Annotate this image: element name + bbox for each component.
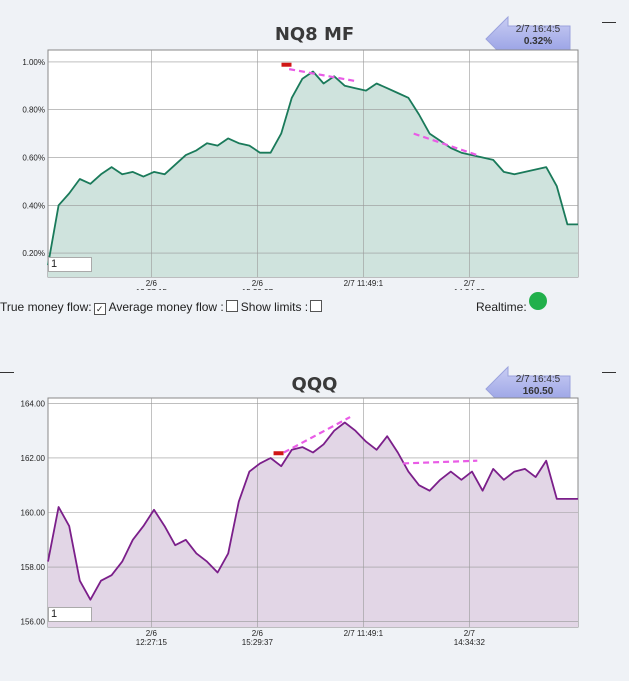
- trendline: [403, 459, 478, 465]
- y-tick-label: 0.40%: [22, 201, 45, 210]
- x-tick-label: 2/7: [464, 279, 476, 288]
- y-tick-label: 1.00%: [22, 58, 45, 67]
- trendline: [283, 416, 351, 454]
- badge-value: 160.50: [522, 386, 554, 397]
- average-money-flow-label: Average money flow :: [108, 300, 224, 314]
- x-tick-label: 2/6: [252, 629, 264, 638]
- signal-marker: [273, 451, 284, 456]
- true-money-flow-label: True money flow:: [0, 300, 92, 314]
- x-tick-label: 2/6: [146, 279, 158, 288]
- minimize-dash[interactable]: [602, 372, 616, 373]
- badge-time: 2/7 16:4:5: [515, 24, 561, 35]
- badge-value: 0.32%: [523, 36, 553, 47]
- chart-title-qqq: QQQ: [291, 374, 338, 395]
- x-tick-label: 15:29:37: [242, 288, 274, 290]
- true-money-flow-checkbox[interactable]: ✓: [93, 303, 106, 315]
- chart-nq8: 1.00%0.80%0.60%0.40%0.20%2/612:27:152/61…: [22, 49, 579, 290]
- x-tick-label: 12:27:15: [136, 638, 168, 647]
- series-line: [47, 421, 578, 601]
- x-tick-label: 14:34:32: [454, 288, 486, 290]
- y-tick-label: 158.00: [21, 563, 46, 572]
- y-tick-label: 0.20%: [22, 249, 45, 258]
- y-tick-label: 156.00: [21, 618, 46, 627]
- y-tick-label: 0.60%: [22, 154, 45, 163]
- minimize-dash[interactable]: [602, 22, 616, 23]
- signal-marker: [281, 62, 292, 67]
- y-tick-label: 162.00: [21, 454, 46, 463]
- period-input[interactable]: 1: [48, 257, 92, 272]
- y-tick-label: 160.00: [21, 509, 46, 518]
- chart-qqq: 164.00162.00160.00158.00156.002/612:27:1…: [21, 397, 579, 647]
- series-area: [48, 71, 578, 277]
- x-tick-label: 14:34:32: [454, 638, 486, 647]
- x-tick-label: 15:29:37: [242, 638, 274, 647]
- realtime-status-indicator: [529, 292, 547, 310]
- x-tick-label: 2/7 11:49:1: [344, 629, 384, 638]
- show-limits-checkbox[interactable]: [310, 300, 323, 312]
- series-area: [48, 422, 578, 627]
- y-tick-label: 164.00: [21, 399, 46, 408]
- x-tick-label: 2/7 11:49:1: [344, 279, 384, 288]
- x-tick-label: 2/7: [464, 629, 476, 638]
- x-tick-label: 12:27:15: [136, 288, 168, 290]
- chart-title-nq8: NQ8 MF: [274, 24, 355, 45]
- show-limits-label: Show limits :: [240, 300, 309, 314]
- trendline: [288, 68, 356, 83]
- realtime-label: Realtime:: [476, 300, 527, 314]
- badge-time: 2/7 16:4:5: [515, 374, 561, 385]
- period-input[interactable]: 1: [48, 607, 92, 622]
- controls-row: True money flow: ✓ Average money flow : Sho…: [0, 300, 325, 315]
- y-tick-label: 0.80%: [22, 106, 45, 115]
- trendline: [413, 132, 478, 157]
- x-tick-label: 2/6: [146, 629, 158, 638]
- series-line: [47, 70, 578, 266]
- x-tick-label: 2/6: [252, 279, 264, 288]
- average-money-flow-checkbox[interactable]: [225, 300, 238, 312]
- left-dash: [0, 372, 14, 373]
